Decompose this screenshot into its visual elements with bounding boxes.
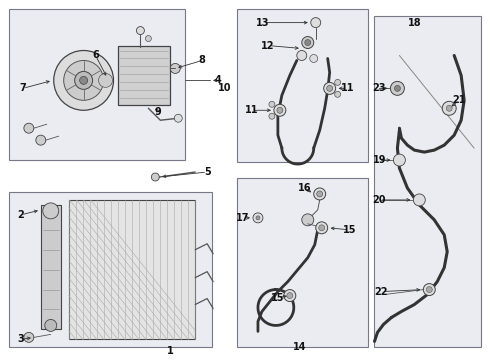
Circle shape [414,194,425,206]
Text: 18: 18 [408,18,421,28]
Circle shape [171,63,180,73]
Bar [41,205,61,329]
Text: 10: 10 [219,84,232,93]
Text: 7: 7 [20,84,26,93]
Text: 1: 1 [167,346,173,356]
Text: 23: 23 [373,84,386,93]
Text: 11: 11 [341,84,354,93]
Circle shape [316,222,328,234]
Circle shape [80,76,88,84]
Circle shape [391,81,404,95]
Circle shape [446,105,452,111]
Text: 2: 2 [18,210,24,220]
Circle shape [287,293,293,298]
Circle shape [269,113,275,119]
Text: 15: 15 [343,225,356,235]
Circle shape [151,173,159,181]
Circle shape [136,27,145,35]
Text: 22: 22 [375,287,388,297]
Circle shape [394,85,400,91]
Circle shape [274,104,286,116]
Circle shape [311,18,321,28]
Bar [9,192,212,347]
Circle shape [314,188,326,200]
Circle shape [317,191,323,197]
Bar [237,9,368,162]
Text: 21: 21 [452,95,466,105]
Circle shape [305,40,311,45]
Text: 5: 5 [204,167,211,177]
Circle shape [302,214,314,226]
Text: 20: 20 [373,195,386,205]
Circle shape [24,123,34,133]
Text: 3: 3 [18,334,24,345]
Text: 13: 13 [256,18,270,28]
Text: 16: 16 [298,183,312,193]
Circle shape [74,71,93,89]
Circle shape [310,54,318,62]
Circle shape [253,213,263,223]
Circle shape [174,114,182,122]
Circle shape [43,203,59,219]
Circle shape [423,284,435,296]
Bar [69,200,195,339]
Text: 17: 17 [236,213,250,223]
Text: 14: 14 [293,342,307,352]
Circle shape [98,73,113,87]
Text: 9: 9 [155,107,162,117]
Circle shape [146,36,151,41]
Circle shape [426,287,432,293]
Text: 12: 12 [261,41,275,50]
Circle shape [335,91,341,97]
Text: 8: 8 [199,55,206,66]
Circle shape [277,107,283,113]
Circle shape [36,135,46,145]
Bar [119,45,171,105]
Text: 6: 6 [92,50,99,60]
Circle shape [393,154,405,166]
Circle shape [54,50,114,110]
Text: 11: 11 [245,105,259,115]
Circle shape [335,80,341,85]
Text: 19: 19 [373,155,386,165]
Bar [237,178,368,347]
Circle shape [269,101,275,107]
Bar [374,15,481,347]
Circle shape [256,216,260,220]
Text: 4: 4 [215,75,221,85]
Text: 15: 15 [271,293,285,302]
Circle shape [45,319,57,332]
Circle shape [64,60,103,100]
Circle shape [327,85,333,91]
Circle shape [284,289,296,302]
Circle shape [324,82,336,94]
Circle shape [297,50,307,60]
Circle shape [24,332,34,342]
Circle shape [318,225,325,231]
Circle shape [442,101,456,115]
Circle shape [302,37,314,49]
Bar [9,9,185,160]
